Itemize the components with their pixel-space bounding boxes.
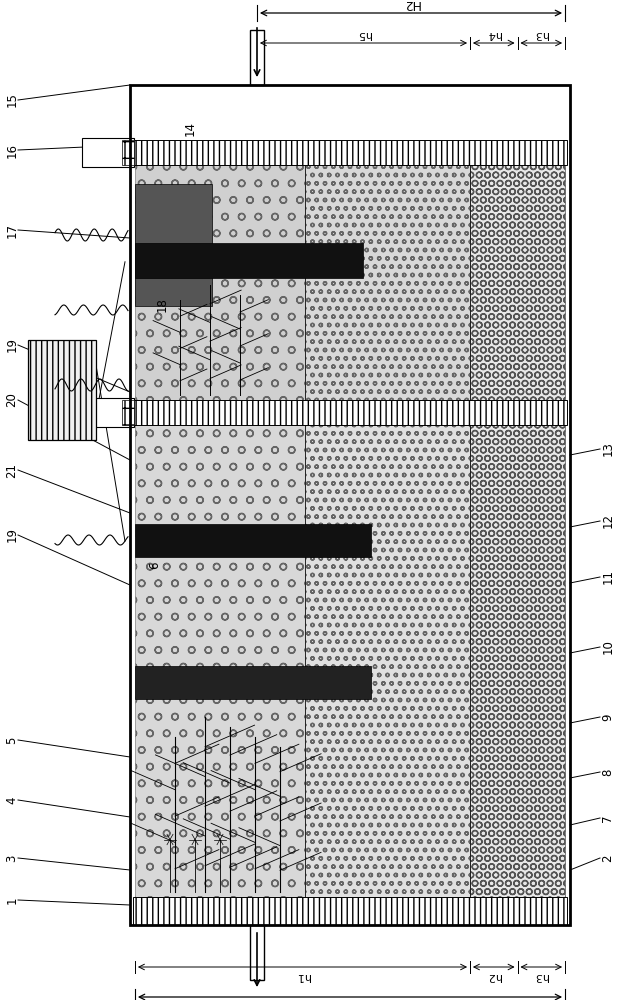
Bar (470, 425, 565, 897)
Text: 6: 6 (148, 561, 161, 569)
Text: 14: 14 (184, 120, 196, 135)
Bar (250, 925, 264, 980)
Bar (135, 243, 363, 278)
Bar (133, 400, 567, 425)
Bar (135, 184, 211, 306)
Bar (82, 398, 134, 427)
Text: 13: 13 (601, 442, 614, 456)
Bar (122, 140, 134, 165)
Bar (250, 30, 264, 85)
Text: 19: 19 (6, 528, 19, 542)
Bar (130, 85, 570, 925)
Text: 17: 17 (6, 223, 19, 237)
Text: h1: h1 (295, 971, 310, 981)
Text: 11: 11 (601, 570, 614, 584)
Text: H2: H2 (402, 0, 420, 9)
Text: 12: 12 (601, 514, 614, 528)
Text: 9: 9 (601, 713, 614, 721)
Text: h3: h3 (534, 29, 548, 39)
Bar (135, 524, 371, 557)
Text: 8: 8 (601, 768, 614, 776)
Bar (82, 138, 134, 167)
Text: h5: h5 (356, 29, 371, 39)
Text: 18: 18 (156, 298, 168, 312)
Text: h2: h2 (487, 971, 501, 981)
Text: 1: 1 (6, 896, 19, 904)
Text: 5: 5 (6, 736, 19, 744)
Text: 10: 10 (601, 640, 614, 654)
Text: h4: h4 (487, 29, 501, 39)
Text: h3: h3 (534, 971, 548, 981)
Bar (305, 165, 470, 400)
Bar (305, 425, 470, 897)
Text: 20: 20 (6, 393, 19, 407)
Bar (133, 140, 567, 165)
Text: 7: 7 (601, 814, 614, 822)
Text: 21: 21 (6, 462, 19, 478)
Bar (135, 425, 305, 897)
Text: 19: 19 (6, 338, 19, 353)
Bar (133, 897, 567, 925)
Text: 16: 16 (6, 142, 19, 157)
Text: 4: 4 (6, 796, 19, 804)
Text: 2: 2 (601, 854, 614, 862)
Bar (135, 165, 305, 400)
Text: 15: 15 (6, 93, 19, 107)
Bar (122, 400, 134, 425)
Bar (28, 340, 96, 440)
Bar (135, 666, 371, 699)
Text: 3: 3 (6, 854, 19, 862)
Bar (470, 165, 565, 400)
